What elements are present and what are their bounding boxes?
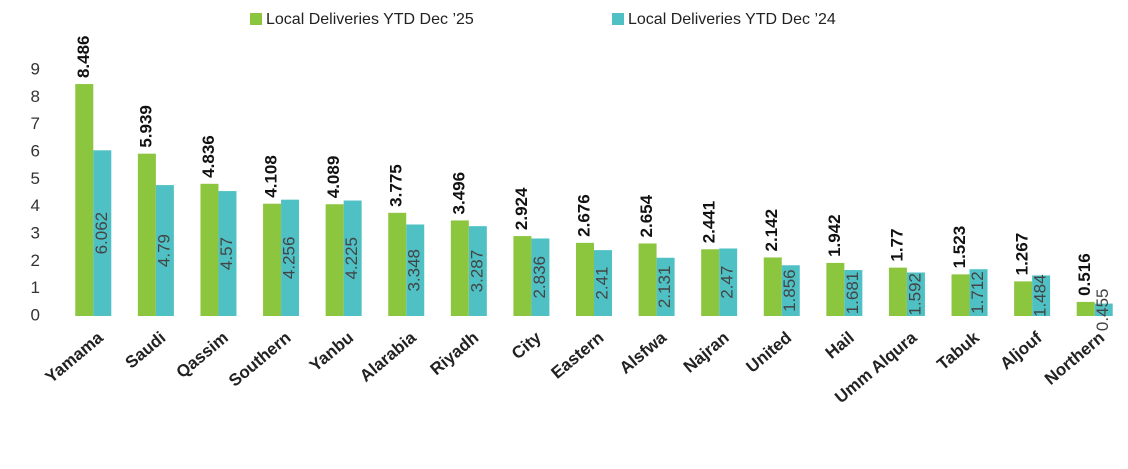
data-label: 2.654 [637, 194, 656, 237]
legend-label: Local Deliveries YTD Dec ’25 [266, 11, 474, 28]
bar [1014, 281, 1033, 316]
data-label: 8.486 [74, 36, 93, 79]
bar [343, 200, 362, 316]
x-tick-label: Aljouf [996, 328, 1045, 374]
bar [906, 272, 925, 316]
data-label: 2.441 [700, 201, 719, 244]
data-label: 0.516 [1075, 253, 1094, 296]
data-label: 4.79 [154, 234, 173, 267]
bar [531, 238, 550, 316]
bar [137, 153, 156, 316]
bar [576, 242, 594, 316]
legend-label: Local Deliveries YTD Dec ’24 [628, 11, 836, 28]
data-label: 1.856 [780, 269, 799, 312]
data-label: 2.41 [592, 267, 611, 300]
x-tick-label: Yanbu [306, 328, 357, 375]
bar [1094, 303, 1113, 316]
data-label: 0.455 [1093, 289, 1112, 332]
bar [638, 243, 657, 316]
x-tick-label: Yamama [42, 328, 107, 387]
data-label: 1.681 [843, 272, 862, 315]
x-tick-label: Alsfwa [616, 328, 671, 378]
data-label: 2.47 [718, 266, 737, 299]
x-tick-label: Saudi [122, 328, 170, 372]
bar [281, 199, 300, 316]
data-label: 3.775 [387, 164, 406, 207]
x-tick-label: Najran [680, 328, 733, 377]
y-tick-label: 3 [31, 223, 40, 242]
data-label: 1.942 [825, 214, 844, 257]
data-label: 2.836 [530, 256, 549, 299]
x-tick-label: Qassim [173, 328, 232, 382]
data-label: 2.924 [512, 187, 531, 230]
x-tick-label: Riyadh [427, 328, 483, 379]
data-label: 6.062 [92, 212, 111, 255]
data-label: 1.77 [887, 229, 906, 262]
x-tick-label: Tabuk [933, 328, 983, 374]
bar [200, 183, 219, 316]
bar [75, 84, 94, 316]
legend-swatch [250, 13, 262, 25]
bar [888, 267, 907, 316]
data-label: 3.287 [467, 250, 486, 293]
data-label: 1.267 [1013, 233, 1032, 276]
y-tick-label: 6 [31, 141, 40, 160]
data-label: 1.592 [905, 273, 924, 316]
x-tick-label: Hail [822, 328, 858, 363]
data-label: 2.142 [762, 209, 781, 252]
data-label: 2.131 [655, 266, 674, 309]
bar [763, 257, 782, 316]
bar [93, 150, 112, 316]
data-label: 2.676 [574, 194, 593, 237]
bar [656, 257, 675, 316]
bar [844, 270, 863, 316]
bar [969, 269, 988, 316]
y-tick-label: 0 [31, 305, 40, 324]
x-tick-label: Southern [225, 328, 294, 391]
bar [594, 250, 612, 316]
data-label: 1.712 [968, 271, 987, 314]
bar [155, 185, 174, 316]
y-tick-label: 1 [31, 278, 40, 297]
data-label: 1.523 [950, 226, 969, 269]
y-tick-label: 9 [31, 59, 40, 78]
bar [388, 212, 407, 316]
bar [719, 248, 738, 316]
data-label: 3.496 [449, 172, 468, 215]
bar [218, 191, 237, 316]
bar [1032, 275, 1051, 316]
y-tick-label: 7 [31, 114, 40, 133]
x-tick-label: Northern [1041, 328, 1108, 389]
bar [781, 265, 800, 316]
bar [263, 203, 282, 316]
x-tick-label: United [742, 328, 795, 377]
data-label: 4.225 [342, 237, 361, 280]
y-tick-label: 2 [31, 251, 40, 270]
y-tick-label: 4 [31, 196, 40, 215]
bar [826, 262, 845, 316]
bar [701, 249, 720, 316]
data-label: 5.939 [136, 105, 155, 148]
bar [325, 204, 344, 316]
data-label: 4.57 [217, 237, 236, 270]
y-tick-label: 8 [31, 87, 40, 106]
bar [1076, 301, 1095, 316]
data-label: 4.108 [262, 155, 281, 198]
x-tick-label: Alarabia [356, 328, 420, 386]
x-tick-label: Eastern [547, 328, 607, 383]
bar [450, 220, 469, 316]
data-label: 4.256 [280, 237, 299, 280]
data-label: 4.089 [324, 156, 343, 199]
x-tick-label: City [508, 328, 545, 364]
data-label: 1.484 [1031, 274, 1050, 317]
data-label: 3.348 [405, 249, 424, 292]
bar [951, 274, 970, 316]
legend-swatch [612, 13, 624, 25]
bar [468, 226, 487, 316]
y-tick-label: 5 [31, 169, 40, 188]
data-label: 4.836 [199, 135, 218, 178]
bar [406, 224, 425, 316]
bar [513, 236, 532, 316]
